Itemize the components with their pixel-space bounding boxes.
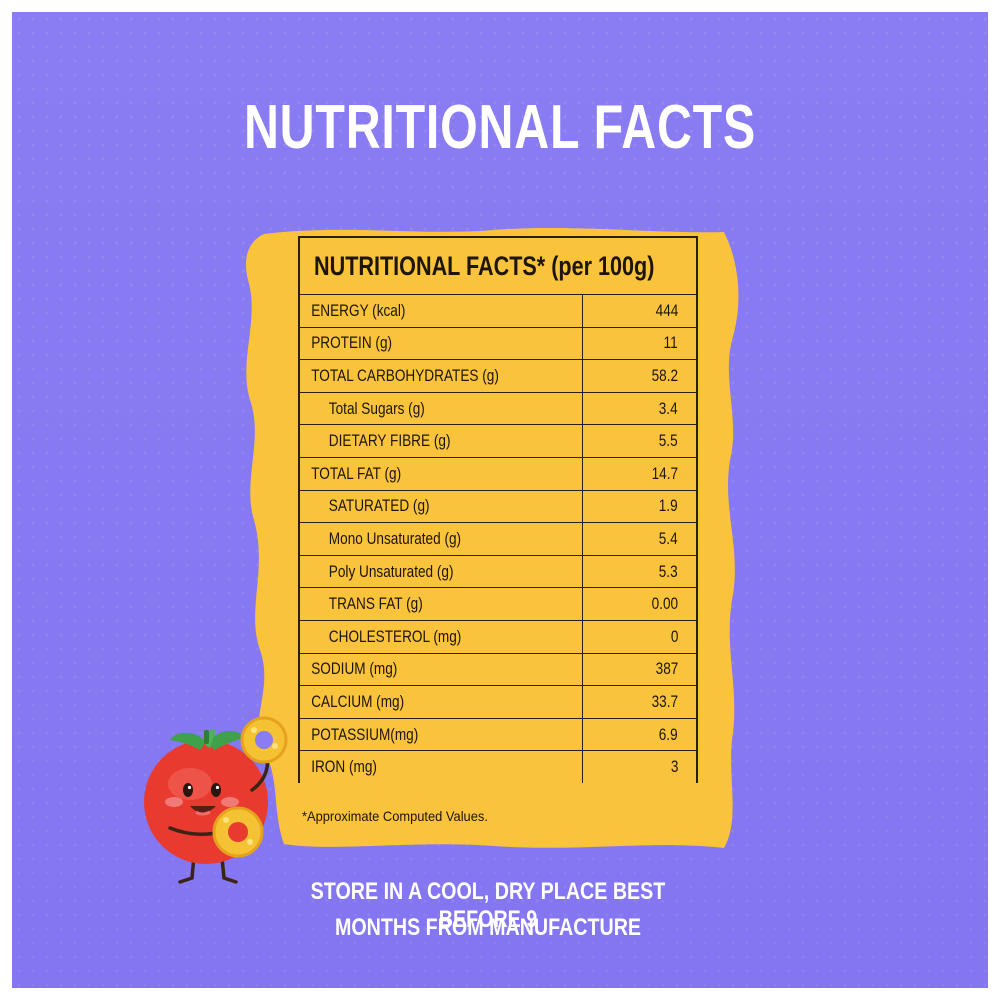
page-title: NUTRITIONAL FACTS bbox=[243, 93, 757, 162]
nutrient-name: TOTAL CARBOHYDRATES (g) bbox=[311, 365, 499, 385]
nutrient-name: Mono Unsaturated (g) bbox=[328, 528, 462, 548]
nutrient-name: DIETARY FIBRE (g) bbox=[328, 431, 451, 451]
nutrient-name: IRON (mg) bbox=[311, 757, 377, 777]
nutrient-name: PROTEIN (g) bbox=[311, 333, 393, 353]
table-row: SODIUM (mg) 387 bbox=[299, 652, 697, 686]
table-row: Total Sugars (g) 3.4 bbox=[299, 391, 697, 425]
table-heading: NUTRITIONAL FACTS* (per 100g) bbox=[298, 236, 698, 294]
nutrient-value: 14.7 bbox=[651, 463, 678, 483]
nutrient-name: TOTAL FAT (g) bbox=[311, 463, 402, 483]
table-row: TRANS FAT (g) 0.00 bbox=[299, 587, 697, 621]
table-row: POTASSIUM(mg) 6.9 bbox=[299, 717, 697, 751]
nutrient-name: CALCIUM (mg) bbox=[311, 691, 405, 711]
nutrition-rows: ENERGY (kcal) 444 PROTEIN (g) 11 TOTAL CAR… bbox=[298, 294, 698, 783]
nutrient-value: 58.2 bbox=[651, 365, 678, 385]
nutrient-value: 5.5 bbox=[659, 431, 678, 451]
table-row: PROTEIN (g) 11 bbox=[299, 326, 697, 360]
table-row: TOTAL FAT (g) 14.7 bbox=[299, 456, 697, 491]
nutrient-name: SATURATED (g) bbox=[328, 496, 430, 516]
puff-ring-icon bbox=[240, 716, 288, 764]
nutrient-value: 1.9 bbox=[659, 496, 678, 516]
nutrient-value: 11 bbox=[663, 333, 678, 353]
nutrient-value: 5.4 bbox=[659, 528, 678, 548]
nutrient-name: ENERGY (kcal) bbox=[311, 300, 406, 320]
table-row: CALCIUM (mg) 33.7 bbox=[299, 685, 697, 719]
nutrient-value: 444 bbox=[655, 300, 678, 320]
tomato-mascot-icon bbox=[144, 716, 288, 884]
nutrient-value: 387 bbox=[655, 659, 678, 679]
table-row: DIETARY FIBRE (g) 5.5 bbox=[299, 424, 697, 458]
footnote: *Approximate Computed Values. bbox=[302, 808, 488, 824]
nutrient-name: SODIUM (mg) bbox=[311, 659, 398, 679]
nutrient-name: TRANS FAT (g) bbox=[328, 594, 423, 614]
nutrient-name: Poly Unsaturated (g) bbox=[328, 561, 454, 581]
nutrient-value: 6.9 bbox=[659, 724, 678, 744]
nutrient-name: POTASSIUM(mg) bbox=[311, 724, 419, 744]
nutrient-name: Total Sugars (g) bbox=[328, 398, 425, 418]
table-row: ENERGY (kcal) 444 bbox=[299, 294, 697, 328]
background-panel: NUTRITIONAL FACTS NUTRITIONAL FACTS* (pe… bbox=[12, 12, 988, 988]
storage-instructions-line2: MONTHS FROM MANUFACTURE bbox=[334, 914, 642, 941]
nutrient-value: 5.3 bbox=[659, 561, 678, 581]
table-row: IRON (mg) 3 bbox=[299, 750, 697, 783]
nutrition-table: NUTRITIONAL FACTS* (per 100g) ENERGY (kc… bbox=[298, 236, 698, 783]
storage-instructions-line1: STORE IN A COOL, DRY PLACE BEST BEFORE 9 bbox=[310, 878, 666, 933]
table-row: Mono Unsaturated (g) 5.4 bbox=[299, 522, 697, 556]
nutrient-value: 3.4 bbox=[659, 398, 678, 418]
nutrient-value: 3 bbox=[670, 757, 678, 777]
nutrient-value: 0.00 bbox=[651, 594, 678, 614]
nutrient-value: 33.7 bbox=[651, 691, 678, 711]
puff-ring-icon bbox=[212, 806, 264, 858]
nutrient-name: CHOLESTEROL (mg) bbox=[328, 626, 462, 646]
table-row: TOTAL CARBOHYDRATES (g) 58.2 bbox=[299, 359, 697, 393]
table-row: Poly Unsaturated (g) 5.3 bbox=[299, 554, 697, 588]
table-row: SATURATED (g) 1.9 bbox=[299, 489, 697, 523]
nutrient-value: 0 bbox=[670, 626, 678, 646]
table-row: CHOLESTEROL (mg) 0 bbox=[299, 619, 697, 654]
